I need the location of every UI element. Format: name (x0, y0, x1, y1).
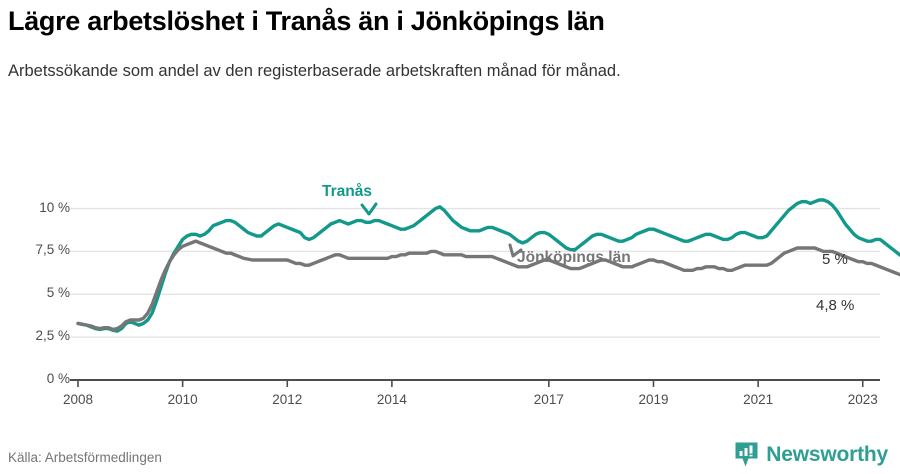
y-axis-tick-label: 10 % (39, 199, 70, 215)
page-title: Lägre arbetslöshet i Tranås än i Jönköpi… (8, 6, 605, 36)
end-value-label-tranas: 4,8 % (816, 297, 855, 314)
y-axis-tick-label: 5 % (46, 285, 70, 301)
source-note: Källa: Arbetsförmedlingen (8, 450, 162, 465)
series-label-tranas: Tranås (322, 183, 372, 200)
end-value-label-jonkopings-lan: 5 % (822, 251, 848, 268)
series-label-jonkopings-lan: Jönköpings län (517, 249, 631, 266)
x-axis-tick-label: 2017 (533, 392, 564, 407)
x-axis-tick-label: 2019 (638, 392, 669, 407)
page-subtitle: Arbetssökande som andel av den registerb… (8, 62, 621, 80)
x-axis-tick-label: 2021 (743, 392, 774, 407)
x-axis-tick-label: 2012 (272, 392, 303, 407)
chart-plot-area: 0 % 2,5 % 5 % 7,5 % 10 % 2008 2010 2012 2014 2017… (0, 150, 900, 420)
bar-chart-bubble-icon (735, 442, 758, 467)
x-axis-tick-label: 2014 (376, 392, 407, 407)
y-axis-tick-label: 7,5 % (35, 242, 70, 258)
y-axis-tick-label: 2,5 % (35, 328, 70, 344)
logo-wordmark: Newsworthy (766, 442, 888, 466)
y-axis-tick-label: 0 % (46, 371, 70, 386)
x-axis-tick-label: 2008 (62, 392, 94, 407)
line-chart (70, 198, 900, 387)
x-axis-tick-label: 2010 (167, 392, 198, 407)
x-axis-tick-label: 2023 (847, 392, 878, 407)
newsworthy-logo[interactable]: Newsworthy (734, 441, 888, 468)
